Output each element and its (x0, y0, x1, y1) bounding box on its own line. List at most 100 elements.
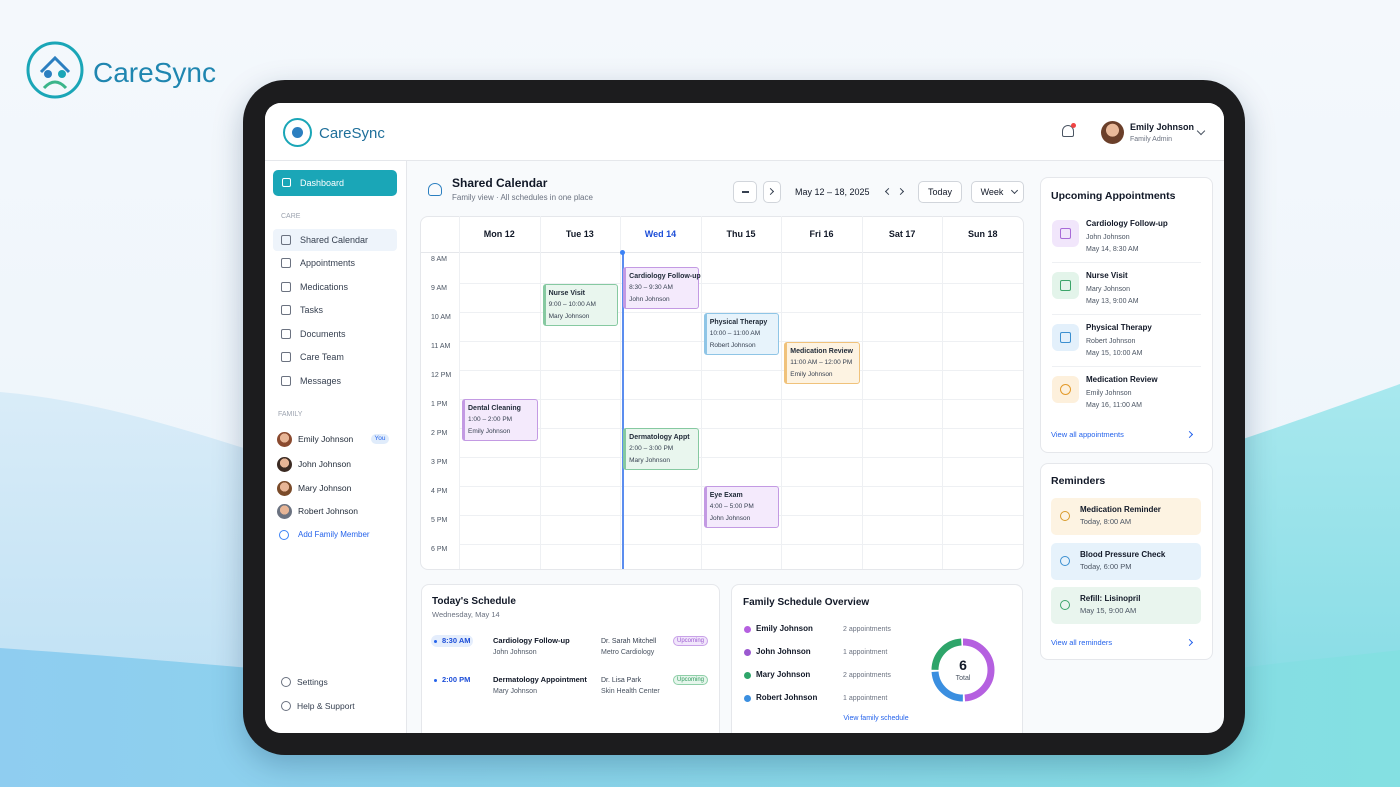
event-title: Nurse Visit (548, 289, 586, 297)
dashboard-button[interactable] (273, 170, 397, 196)
help-link[interactable]: Help & Support (297, 700, 355, 711)
appointment-person: Emily Johnson (1086, 389, 1132, 397)
nav-icon (281, 376, 291, 386)
nav-icon (281, 235, 291, 245)
app-brand: CareSync (319, 124, 385, 142)
view-select[interactable] (971, 181, 1024, 203)
reminder[interactable] (1051, 543, 1201, 580)
calendar-event[interactable] (462, 399, 538, 441)
view-all-link[interactable]: View all reminders (1051, 638, 1113, 648)
member-name[interactable]: Robert Johnson (298, 505, 359, 516)
schedule-title[interactable]: Cardiology Follow-up (493, 636, 570, 646)
day-header: Wed 14 (644, 228, 677, 239)
calendar-event[interactable] (542, 284, 619, 326)
prev-chevron[interactable] (884, 187, 893, 196)
day-column-line (539, 216, 541, 569)
nav-item[interactable]: Messages (300, 375, 342, 386)
reminder[interactable] (1051, 587, 1201, 624)
nav-item[interactable]: Tasks (300, 304, 324, 315)
dashboard-label: Dashboard (300, 177, 345, 188)
hour-label: 9 AM (431, 284, 447, 292)
member-name[interactable]: John Johnson (298, 458, 351, 469)
appointment-when: May 14, 8:30 AM (1086, 245, 1139, 253)
reminder-title: Medication Reminder (1080, 505, 1161, 514)
appointment-title[interactable]: Physical Therapy (1086, 323, 1152, 332)
next-week-button[interactable] (763, 181, 781, 203)
nav-item[interactable]: Medications (300, 281, 349, 292)
schedule-time: 8:30 AM (442, 636, 471, 646)
nav-item[interactable]: Care Team (300, 351, 344, 362)
divider (1052, 314, 1201, 315)
event-person: Robert Johnson (709, 341, 756, 349)
day-header-row (420, 252, 1024, 253)
hour-line (459, 370, 1023, 371)
overview-count: 1 appointment (843, 648, 888, 656)
nav-item-active[interactable] (273, 229, 397, 251)
member-name[interactable]: Mary Johnson (298, 482, 352, 493)
member-dot (744, 694, 751, 702)
day-header: Thu 15 (726, 228, 756, 239)
reminder-icon (1060, 600, 1070, 610)
calendar-event[interactable] (623, 428, 699, 470)
nav-icon (281, 282, 291, 292)
appointment-icon (1052, 324, 1079, 351)
view-all-link[interactable]: View all appointments (1051, 430, 1124, 440)
day-column-line (700, 216, 702, 569)
add-member-link[interactable]: Add Family Member (298, 530, 370, 539)
notification-bell[interactable] (1062, 125, 1074, 137)
schedule-title[interactable]: Dermatology Appointment (493, 675, 587, 685)
calendar-event[interactable] (703, 486, 780, 528)
status-pill (673, 636, 708, 646)
reminder[interactable] (1051, 498, 1201, 535)
today-button[interactable] (918, 181, 962, 203)
view-label[interactable]: Week (980, 186, 1004, 197)
overview-name: Emily Johnson (756, 624, 813, 633)
schedule-provider: Dr. Lisa Park (601, 676, 642, 684)
appointment-title[interactable]: Cardiology Follow-up (1086, 219, 1168, 228)
hour-line (459, 457, 1023, 458)
time-dot (434, 678, 437, 682)
calendar-event[interactable] (784, 342, 860, 384)
app-screen: CareSync Emily Johnson Family Admin Dashboa… (265, 103, 1224, 733)
hour-line (459, 312, 1023, 313)
event-time: 11:00 AM – 12:00 PM (790, 358, 853, 366)
appointment-title[interactable]: Medication Review (1086, 375, 1158, 384)
appointment-glyph (1060, 280, 1071, 291)
overview-name: Mary Johnson (756, 670, 811, 679)
you-badge-text: You (374, 434, 386, 442)
sidebar (265, 161, 407, 733)
nav-item[interactable]: Shared Calendar (300, 234, 369, 245)
hour-label: 2 PM (431, 429, 448, 437)
hour-label: 4 PM (431, 487, 448, 495)
appointment-glyph (1060, 332, 1071, 343)
appointment-icon (1052, 220, 1079, 247)
nav-item[interactable]: Appointments (300, 257, 356, 268)
calendar-event[interactable] (623, 267, 699, 309)
overview-name: Robert Johnson (756, 693, 818, 702)
appointment-title[interactable]: Nurse Visit (1086, 271, 1128, 280)
hour-label: 12 PM (431, 371, 452, 379)
member-dot (744, 671, 751, 679)
notification-dot (1071, 123, 1076, 128)
event-time: 9:00 – 10:00 AM (548, 300, 596, 308)
nav-item[interactable]: Documents (300, 328, 346, 339)
schedule-provider: Dr. Sarah Mitchell (601, 637, 657, 645)
member-dot (744, 648, 751, 656)
calendar-event[interactable] (703, 313, 780, 355)
settings-link[interactable]: Settings (297, 676, 328, 687)
overview-count: 2 appointments (843, 671, 891, 679)
card-subtitle: Wednesday, May 14 (432, 610, 500, 620)
schedule-person: John Johnson (493, 648, 537, 656)
today-label[interactable]: Today (927, 186, 953, 197)
schedule-place: Skin Health Center (601, 687, 660, 695)
member-avatar (277, 481, 292, 496)
next-chevron[interactable] (896, 187, 905, 196)
day-column-line (620, 216, 622, 569)
view-schedule-link[interactable]: View family schedule (843, 714, 909, 722)
nav-icon (281, 258, 291, 268)
event-title: Eye Exam (709, 491, 743, 499)
event-person: Emily Johnson (468, 427, 511, 435)
event-time: 8:30 – 9:30 AM (629, 283, 673, 291)
member-name[interactable]: Emily Johnson (298, 433, 354, 444)
appointment-when: May 16, 11:00 AM (1086, 401, 1142, 409)
